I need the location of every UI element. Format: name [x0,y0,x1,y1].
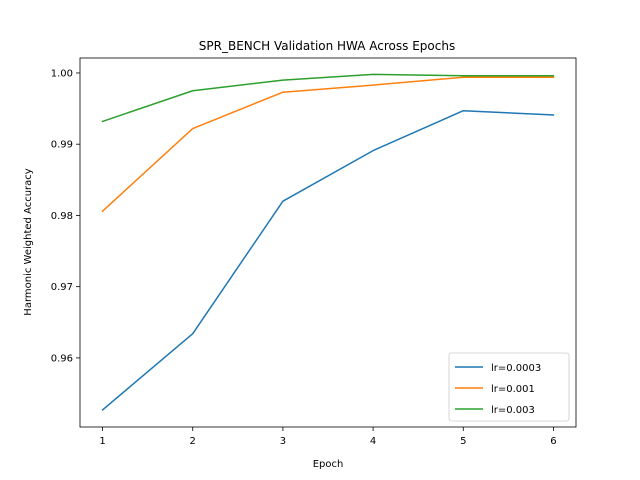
x-tick-label: 2 [190,436,196,447]
y-tick-label: 0.98 [51,211,73,222]
legend-box [448,352,570,422]
y-tick-label: 0.99 [51,140,73,151]
legend-entry-label: lr=0.0003 [491,363,541,374]
y-tick-label: 1.00 [51,68,73,79]
x-tick-label: 6 [550,436,556,447]
x-tick-label: 4 [370,436,376,447]
x-tick-label: 5 [460,436,466,447]
legend-entry-label: lr=0.003 [491,405,535,416]
x-tick-label: 1 [99,436,105,447]
y-axis-label: Harmonic Weighted Accuracy [23,168,34,315]
y-tick-label: 0.97 [51,282,73,293]
y-axis: 0.96 0.97 0.98 0.99 1.00 [51,68,80,364]
x-tick-label: 3 [280,436,286,447]
y-tick-label: 0.96 [51,353,73,364]
series-line-lr=0.0003 [101,109,555,411]
legend-entry-label: lr=0.001 [491,384,535,395]
series-layer [101,73,555,411]
x-axis-label: Epoch [313,459,344,470]
series-line-lr=0.003 [101,73,555,123]
x-axis: 1 2 3 4 5 6 [99,427,557,447]
plot-area-frame [79,57,577,428]
series-line-lr=0.001 [101,76,555,213]
chart-title: SPR_BENCH Validation HWA Across Epochs [199,39,455,53]
legend: lr=0.0003 lr=0.001 lr=0.003 [448,352,570,422]
